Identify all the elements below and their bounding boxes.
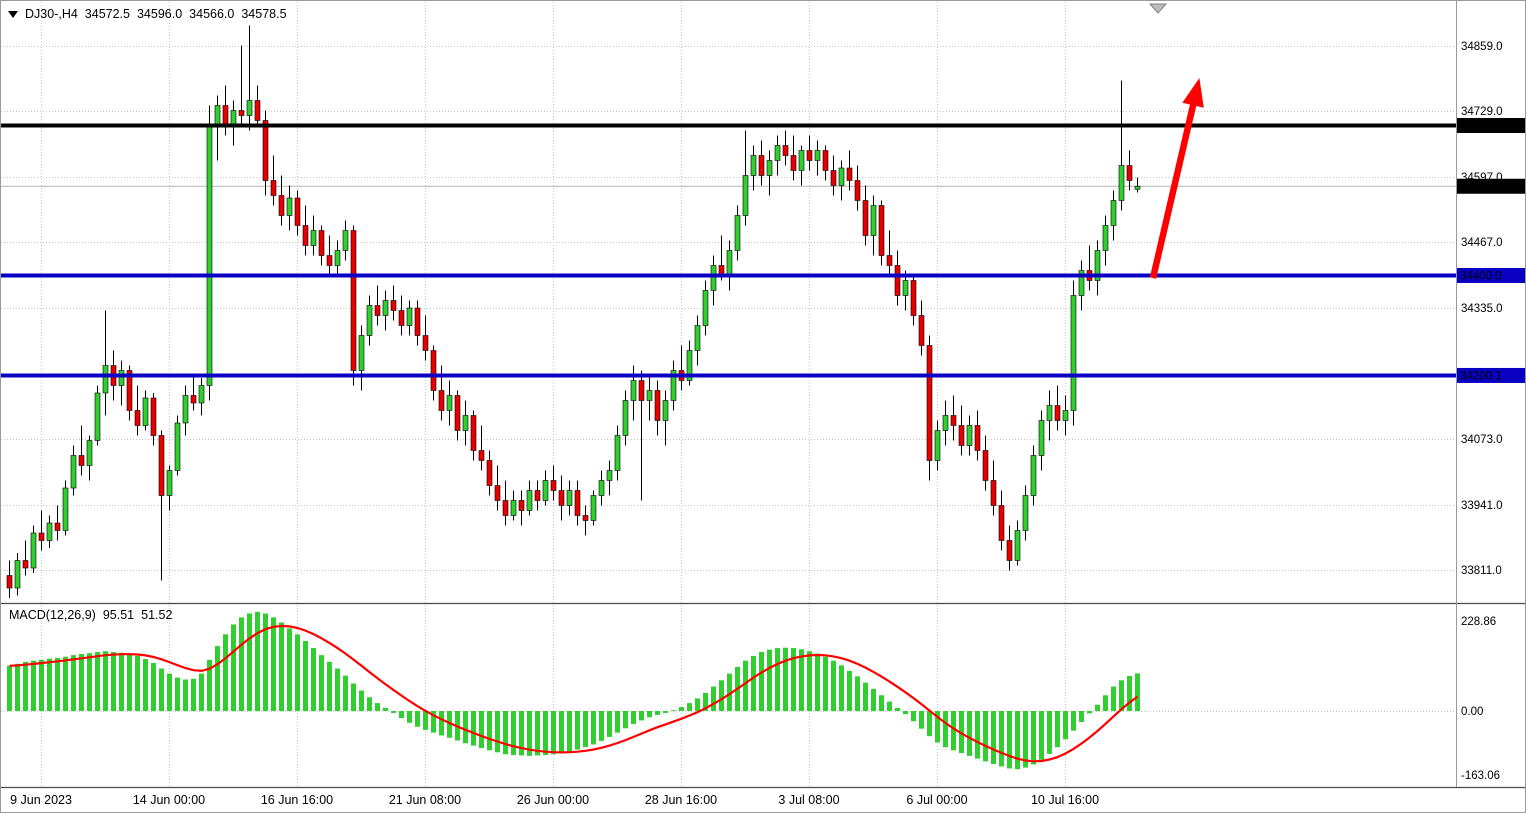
macd-signal-line xyxy=(9,624,1139,763)
bid-price-badge: 34578.5 xyxy=(1457,178,1525,194)
svg-text:16 Jun 16:00: 16 Jun 16:00 xyxy=(261,793,333,807)
svg-text:21 Jun 08:00: 21 Jun 08:00 xyxy=(389,793,461,807)
chart-shift-marker-icon[interactable] xyxy=(1148,3,1168,14)
ohlc-high: 34596.0 xyxy=(136,7,183,21)
svg-text:14 Jun 00:00: 14 Jun 00:00 xyxy=(133,793,205,807)
ohlc-open: 34572.5 xyxy=(84,7,130,21)
ohlc-close: 34578.5 xyxy=(241,7,287,21)
svg-text:6 Jul 00:00: 6 Jul 00:00 xyxy=(906,793,967,807)
svg-text:0.00: 0.00 xyxy=(1461,706,1483,718)
macd-indicator-label: MACD(12,26,9) 95.51 51.52 xyxy=(9,608,172,622)
svg-text:33941.0: 33941.0 xyxy=(1461,500,1503,512)
svg-text:34400.0: 34400.0 xyxy=(1460,271,1502,283)
symbol-header: DJ30-,H4 34572.5 34596.0 34566.0 34578.5 xyxy=(8,7,287,21)
symbol-period-label: DJ30-,H4 xyxy=(25,7,78,21)
svg-text:26 Jun 00:00: 26 Jun 00:00 xyxy=(517,793,589,807)
svg-text:34700.0: 34700.0 xyxy=(1460,121,1502,133)
svg-text:34073.0: 34073.0 xyxy=(1461,434,1503,446)
ohlc-low: 34566.0 xyxy=(189,7,235,21)
svg-text:9 Jun 2023: 9 Jun 2023 xyxy=(10,793,72,807)
svg-text:228.86: 228.86 xyxy=(1461,616,1496,628)
symbol-dropdown-icon[interactable] xyxy=(8,10,18,18)
trend-arrow[interactable] xyxy=(1149,78,1204,279)
candlestick-layer[interactable] xyxy=(6,25,1141,599)
time-axis[interactable]: 9 Jun 2023 14 Jun 00:00 16 Jun 16:00 21 Jun… xyxy=(10,793,1099,807)
svg-text:10 Jul 16:00: 10 Jul 16:00 xyxy=(1031,793,1099,807)
svg-text:34467.0: 34467.0 xyxy=(1461,237,1503,249)
svg-text:34859.0: 34859.0 xyxy=(1461,41,1503,53)
svg-text:34335.0: 34335.0 xyxy=(1461,303,1503,315)
macd-value: 95.51 xyxy=(102,608,135,622)
svg-text:34578.5: 34578.5 xyxy=(1460,181,1502,193)
level-price-badge: 34400.0 xyxy=(1457,268,1525,283)
svg-text:34729.0: 34729.0 xyxy=(1461,106,1503,118)
level-price-badge: 34700.0 xyxy=(1457,118,1525,133)
level-price-badge: 34200.1 xyxy=(1457,367,1525,383)
macd-histogram xyxy=(7,611,1140,770)
svg-text:33811.0: 33811.0 xyxy=(1461,565,1502,577)
svg-text:28 Jun 16:00: 28 Jun 16:00 xyxy=(645,793,717,807)
macd-signal-value: 51.52 xyxy=(141,608,173,622)
svg-text:-163.06: -163.06 xyxy=(1461,770,1500,782)
svg-text:34200.1: 34200.1 xyxy=(1460,370,1502,382)
svg-text:3 Jul 08:00: 3 Jul 08:00 xyxy=(778,793,839,807)
macd-axis[interactable]: 228.86 0.00 -163.06 xyxy=(1461,616,1500,782)
macd-name: MACD(12,26,9) xyxy=(9,608,96,622)
